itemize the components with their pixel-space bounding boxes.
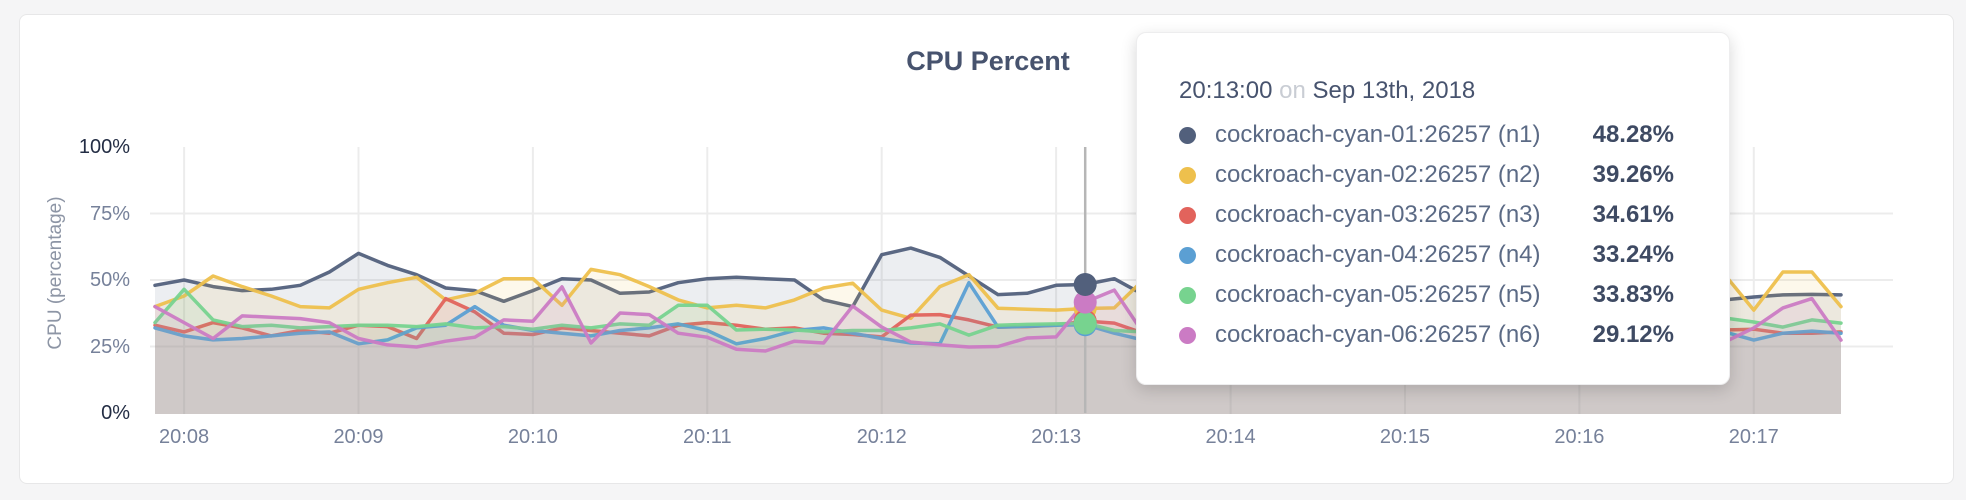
x-tick-label: 20:17 — [1728, 426, 1779, 448]
tooltip-series-value: 33.24% — [1592, 241, 1674, 268]
tooltip-row: cockroach-cyan-05:26257 (n5) 33.83% — [1179, 275, 1729, 315]
tooltip-series-value: 34.61% — [1592, 201, 1674, 228]
tooltip-timestamp: 20:13:00 on Sep 13th, 2018 — [1179, 77, 1729, 107]
x-tick-label: 20:11 — [683, 426, 732, 448]
x-tick-label: 20:09 — [333, 426, 384, 448]
tooltip-series-value: 48.28% — [1592, 121, 1674, 148]
hover-dot-n6-icon — [1073, 290, 1097, 314]
tooltip-row: cockroach-cyan-06:26257 (n6) 29.12% — [1179, 315, 1729, 355]
series-dot-n2-icon — [1179, 166, 1196, 184]
x-tick-label: 20:14 — [1205, 426, 1256, 448]
x-tick-label: 20:10 — [507, 426, 558, 448]
tooltip-row: cockroach-cyan-01:26257 (n1) 48.28% — [1179, 115, 1729, 155]
y-tick-label: 0% — [101, 402, 130, 424]
x-tick-label: 20:15 — [1379, 426, 1430, 448]
tooltip-series-name: cockroach-cyan-01:26257 (n1) — [1215, 121, 1541, 148]
series-dot-n6-icon — [1179, 326, 1196, 344]
tooltip-row: cockroach-cyan-04:26257 (n4) 33.24% — [1179, 235, 1729, 275]
hover-dot-n1-icon — [1073, 273, 1097, 296]
tooltip-row: cockroach-cyan-02:26257 (n2) 39.26% — [1179, 155, 1729, 195]
tooltip-date: Sep 13th, 2018 — [1312, 77, 1476, 104]
tooltip-series-name: cockroach-cyan-03:26257 (n3) — [1215, 201, 1541, 228]
x-tick-label: 20:13 — [1031, 426, 1082, 448]
y-tick-label: 50% — [89, 269, 130, 291]
y-tick-label: 100% — [78, 136, 130, 158]
tooltip-series-name: cockroach-cyan-06:26257 (n6) — [1215, 321, 1541, 348]
tooltip-series-name: cockroach-cyan-02:26257 (n2) — [1215, 161, 1541, 188]
tooltip-on-word: on — [1279, 77, 1306, 104]
series-dot-n3-icon — [1179, 206, 1196, 224]
series-dot-n1-icon — [1179, 126, 1196, 144]
hover-dot-n5-icon — [1073, 311, 1097, 335]
series-area-n3 — [155, 298, 1841, 414]
x-tick-label: 20:16 — [1554, 426, 1605, 448]
tooltip-series-value: 39.26% — [1592, 161, 1674, 188]
tooltip-series-name: cockroach-cyan-04:26257 (n4) — [1215, 241, 1541, 268]
tooltip-time: 20:13:00 — [1179, 77, 1273, 104]
tooltip-series-name: cockroach-cyan-05:26257 (n5) — [1215, 281, 1541, 308]
tooltip-series-value: 29.12% — [1592, 321, 1674, 348]
x-tick-label: 20:12 — [856, 426, 907, 448]
tooltip-row: cockroach-cyan-03:26257 (n3) 34.61% — [1179, 195, 1729, 235]
y-tick-label: 25% — [89, 335, 130, 358]
series-dot-n5-icon — [1179, 286, 1196, 304]
series-dot-n4-icon — [1179, 246, 1196, 264]
x-tick-label: 20:08 — [159, 426, 210, 448]
hover-tooltip: 20:13:00 on Sep 13th, 2018 cockroach-cya… — [1136, 32, 1730, 385]
chart-title: CPU Percent — [906, 46, 1070, 76]
y-tick-label: 75% — [89, 202, 130, 225]
tooltip-series-value: 33.83% — [1592, 281, 1674, 308]
